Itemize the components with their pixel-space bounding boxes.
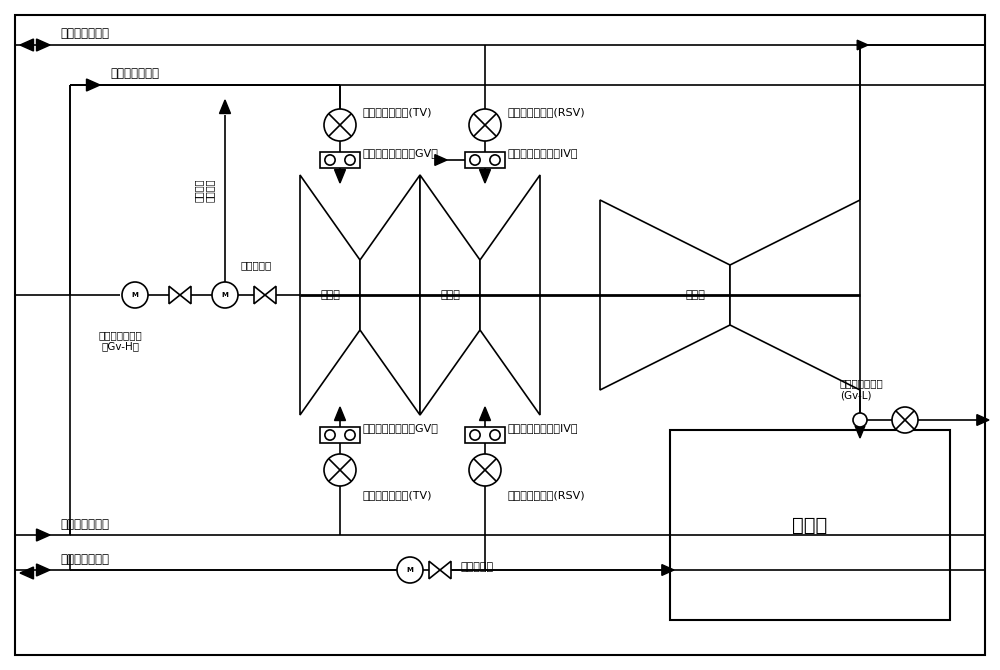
Circle shape: [345, 430, 355, 440]
Bar: [465, 152, 505, 168]
Polygon shape: [440, 561, 451, 579]
Circle shape: [490, 155, 500, 165]
Polygon shape: [37, 39, 50, 51]
Text: 高排至再
热器管道: 高排至再 热器管道: [193, 178, 215, 202]
Text: 高排通风阀: 高排通风阀: [460, 562, 493, 572]
Circle shape: [490, 430, 500, 440]
Polygon shape: [20, 39, 34, 51]
Circle shape: [469, 109, 501, 141]
Circle shape: [470, 430, 480, 440]
Polygon shape: [180, 286, 191, 304]
Text: 中压缸: 中压缸: [440, 290, 460, 300]
Polygon shape: [435, 155, 447, 165]
Text: 右侧中压调节阀（IV）: 右侧中压调节阀（IV）: [507, 423, 578, 433]
Circle shape: [469, 454, 501, 486]
Polygon shape: [480, 175, 540, 415]
Circle shape: [470, 155, 480, 165]
Text: 高压旁路调节阀
（Gv-H）: 高压旁路调节阀 （Gv-H）: [98, 330, 142, 352]
Circle shape: [324, 454, 356, 486]
Polygon shape: [220, 100, 231, 113]
Text: 左侧再热蒸汽来: 左侧再热蒸汽来: [60, 27, 109, 40]
Bar: [670, 430, 950, 620]
Polygon shape: [87, 79, 100, 91]
Text: 右侧高压主汽门(TV): 右侧高压主汽门(TV): [362, 490, 432, 500]
Circle shape: [397, 557, 423, 583]
Text: 高压缸: 高压缸: [320, 290, 340, 300]
Circle shape: [892, 407, 918, 433]
Bar: [320, 152, 360, 168]
Text: 高排逆止门: 高排逆止门: [240, 260, 271, 270]
Text: 右侧过热蒸汽来: 右侧过热蒸汽来: [60, 518, 109, 531]
Text: 右侧再热蒸汽来: 右侧再热蒸汽来: [60, 553, 109, 566]
Text: 左侧过热蒸汽来: 左侧过热蒸汽来: [110, 67, 159, 80]
Polygon shape: [662, 565, 674, 576]
Polygon shape: [335, 407, 346, 421]
Polygon shape: [730, 200, 860, 390]
Text: M: M: [407, 567, 413, 573]
Bar: [465, 427, 505, 443]
Polygon shape: [335, 170, 346, 183]
Polygon shape: [420, 175, 480, 415]
Polygon shape: [265, 286, 276, 304]
Polygon shape: [37, 529, 50, 541]
Polygon shape: [20, 567, 34, 579]
Text: 左侧中压调节阀（IV）: 左侧中压调节阀（IV）: [507, 148, 578, 158]
Circle shape: [122, 282, 148, 308]
Polygon shape: [360, 175, 420, 415]
Polygon shape: [254, 286, 265, 304]
Circle shape: [853, 413, 867, 427]
Circle shape: [345, 155, 355, 165]
Polygon shape: [169, 286, 180, 304]
Text: M: M: [132, 292, 138, 298]
Polygon shape: [977, 415, 989, 425]
Circle shape: [212, 282, 238, 308]
Polygon shape: [429, 561, 440, 579]
Polygon shape: [37, 564, 50, 576]
Text: 左侧高压主汽门(TV): 左侧高压主汽门(TV): [362, 107, 432, 117]
Text: 左侧高压调节阀（GV）: 左侧高压调节阀（GV）: [362, 148, 438, 158]
Text: 低压缸: 低压缸: [685, 290, 705, 300]
Text: 低压旁路调节阀
(Gv-L): 低压旁路调节阀 (Gv-L): [840, 379, 884, 400]
Polygon shape: [480, 170, 491, 183]
Text: 右侧高压调节阀（GV）: 右侧高压调节阀（GV）: [362, 423, 438, 433]
Polygon shape: [600, 200, 730, 390]
Circle shape: [324, 109, 356, 141]
Circle shape: [325, 430, 335, 440]
Circle shape: [325, 155, 335, 165]
Polygon shape: [480, 407, 491, 421]
Text: 左侧中压主汽门(RSV): 左侧中压主汽门(RSV): [507, 107, 585, 117]
Text: 右侧中压主汽门(RSV): 右侧中压主汽门(RSV): [507, 490, 585, 500]
Polygon shape: [857, 40, 868, 50]
Polygon shape: [855, 426, 865, 438]
Bar: [320, 427, 360, 443]
Polygon shape: [300, 175, 360, 415]
Text: 凝汽器: 凝汽器: [792, 515, 828, 535]
Text: M: M: [222, 292, 228, 298]
